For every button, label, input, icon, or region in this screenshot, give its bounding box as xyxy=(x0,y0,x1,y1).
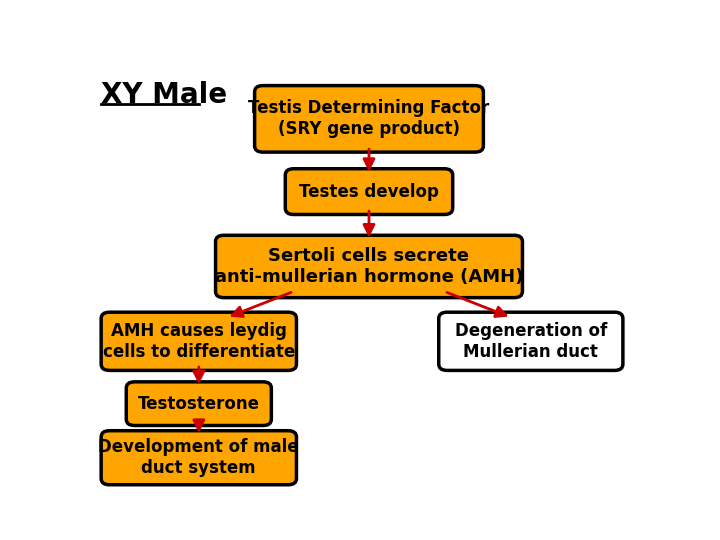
Text: Sertoli cells secrete
anti-mullerian hormone (AMH): Sertoli cells secrete anti-mullerian hor… xyxy=(215,247,523,286)
FancyBboxPatch shape xyxy=(126,382,271,426)
FancyBboxPatch shape xyxy=(438,312,623,370)
Text: Testosterone: Testosterone xyxy=(138,395,260,413)
Text: Development of male
duct system: Development of male duct system xyxy=(99,438,299,477)
FancyBboxPatch shape xyxy=(255,85,483,152)
Text: Testis Determining Factor
(SRY gene product): Testis Determining Factor (SRY gene prod… xyxy=(248,99,490,138)
Text: Degeneration of
Mullerian duct: Degeneration of Mullerian duct xyxy=(455,322,607,361)
Text: AMH causes leydig
cells to differentiate: AMH causes leydig cells to differentiate xyxy=(103,322,295,361)
FancyBboxPatch shape xyxy=(215,235,523,298)
Text: XY Male: XY Male xyxy=(101,82,228,110)
Text: Testes develop: Testes develop xyxy=(299,183,439,201)
FancyBboxPatch shape xyxy=(101,431,297,485)
FancyBboxPatch shape xyxy=(285,169,453,214)
FancyBboxPatch shape xyxy=(101,312,297,370)
